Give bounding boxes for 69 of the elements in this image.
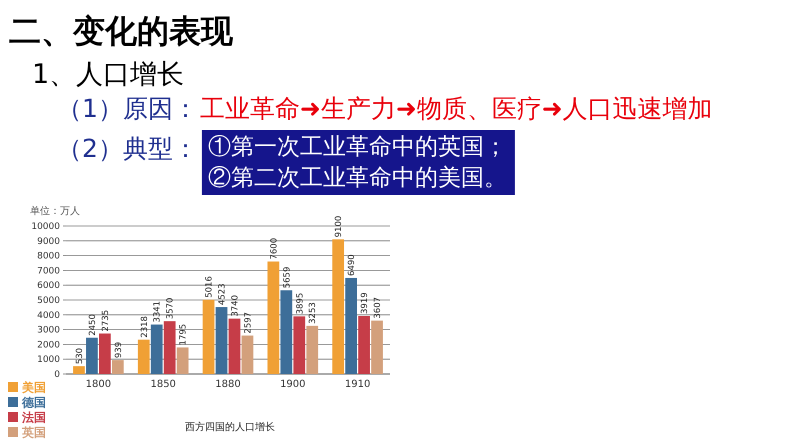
text: ①第一次工业革命中的英国； <box>208 134 507 160</box>
legend-label: 德国 <box>21 396 46 410</box>
bar <box>293 316 306 374</box>
bar <box>99 334 111 374</box>
bar <box>242 336 254 374</box>
bar <box>345 278 357 374</box>
data-label: 3341 <box>152 300 163 323</box>
legend-label: 英国 <box>21 426 46 440</box>
data-label: 3570 <box>166 298 176 320</box>
text: ②第二次工业革命中的美国。 <box>208 165 507 191</box>
bar <box>138 340 150 374</box>
bar <box>371 320 383 374</box>
y-tick-label: 2000 <box>37 340 60 350</box>
data-label: 6490 <box>347 254 358 276</box>
data-label: 4523 <box>218 283 228 306</box>
x-tick-label: 1850 <box>150 379 176 390</box>
y-tick-label: 7000 <box>37 266 60 276</box>
x-tick-label: 1880 <box>215 379 241 390</box>
text: 工业革命➜生产力➜物质、医疗➜人口迅速增加 <box>200 94 713 123</box>
text: （2）典型： <box>57 134 198 163</box>
x-tick-label: 1910 <box>344 379 370 390</box>
bar <box>112 360 124 374</box>
bar <box>358 316 370 374</box>
data-label: 9100 <box>334 216 344 238</box>
data-label: 3740 <box>230 295 240 317</box>
bar <box>150 324 163 374</box>
bar <box>306 326 318 374</box>
data-label: 3895 <box>295 292 306 314</box>
data-label: 3919 <box>360 292 370 314</box>
x-tick-label: 1900 <box>280 379 306 390</box>
bar <box>73 366 85 374</box>
y-tick-label: 0 <box>54 370 60 380</box>
data-label: 2450 <box>88 314 98 336</box>
y-tick-label: 8000 <box>37 252 60 262</box>
y-tick-label: 4000 <box>37 310 60 321</box>
bar <box>228 318 240 374</box>
data-label: 530 <box>74 348 85 364</box>
data-label: 3607 <box>373 296 384 319</box>
y-tick-label: 10000 <box>31 222 60 232</box>
data-label: 2318 <box>140 316 150 338</box>
data-label: 939 <box>114 342 124 358</box>
bar <box>216 307 228 374</box>
text: 西方四国的人口增长 <box>185 421 275 433</box>
bar <box>176 347 189 374</box>
y-tick-label: 1000 <box>37 355 60 366</box>
bar <box>280 290 292 374</box>
data-label: 7600 <box>269 238 280 260</box>
bar <box>332 239 344 374</box>
data-label: 2735 <box>100 310 111 332</box>
legend-label: 美国 <box>21 380 46 394</box>
bar <box>164 321 176 374</box>
data-label: 5659 <box>282 266 292 288</box>
bar <box>86 338 98 374</box>
y-tick-label: 5000 <box>37 296 60 306</box>
y-tick-label: 3000 <box>37 326 60 336</box>
chart-title: 二、变化的表现 <box>9 12 234 50</box>
data-label: 5016 <box>204 276 215 298</box>
y-tick-label: 6000 <box>37 281 60 292</box>
data-label: 3253 <box>308 302 318 324</box>
y-tick-label: 9000 <box>37 236 60 247</box>
bar <box>202 300 214 374</box>
text: （1）原因： <box>57 94 198 123</box>
y-axis-title: 单位：万人 <box>30 205 80 217</box>
legend-label: 法国 <box>21 410 46 424</box>
bar <box>267 262 280 374</box>
chart-subtitle: 1、人口增长 <box>32 59 184 90</box>
data-label: 1795 <box>178 324 189 346</box>
data-label: 2597 <box>243 312 254 334</box>
x-tick-label: 1800 <box>86 379 112 390</box>
